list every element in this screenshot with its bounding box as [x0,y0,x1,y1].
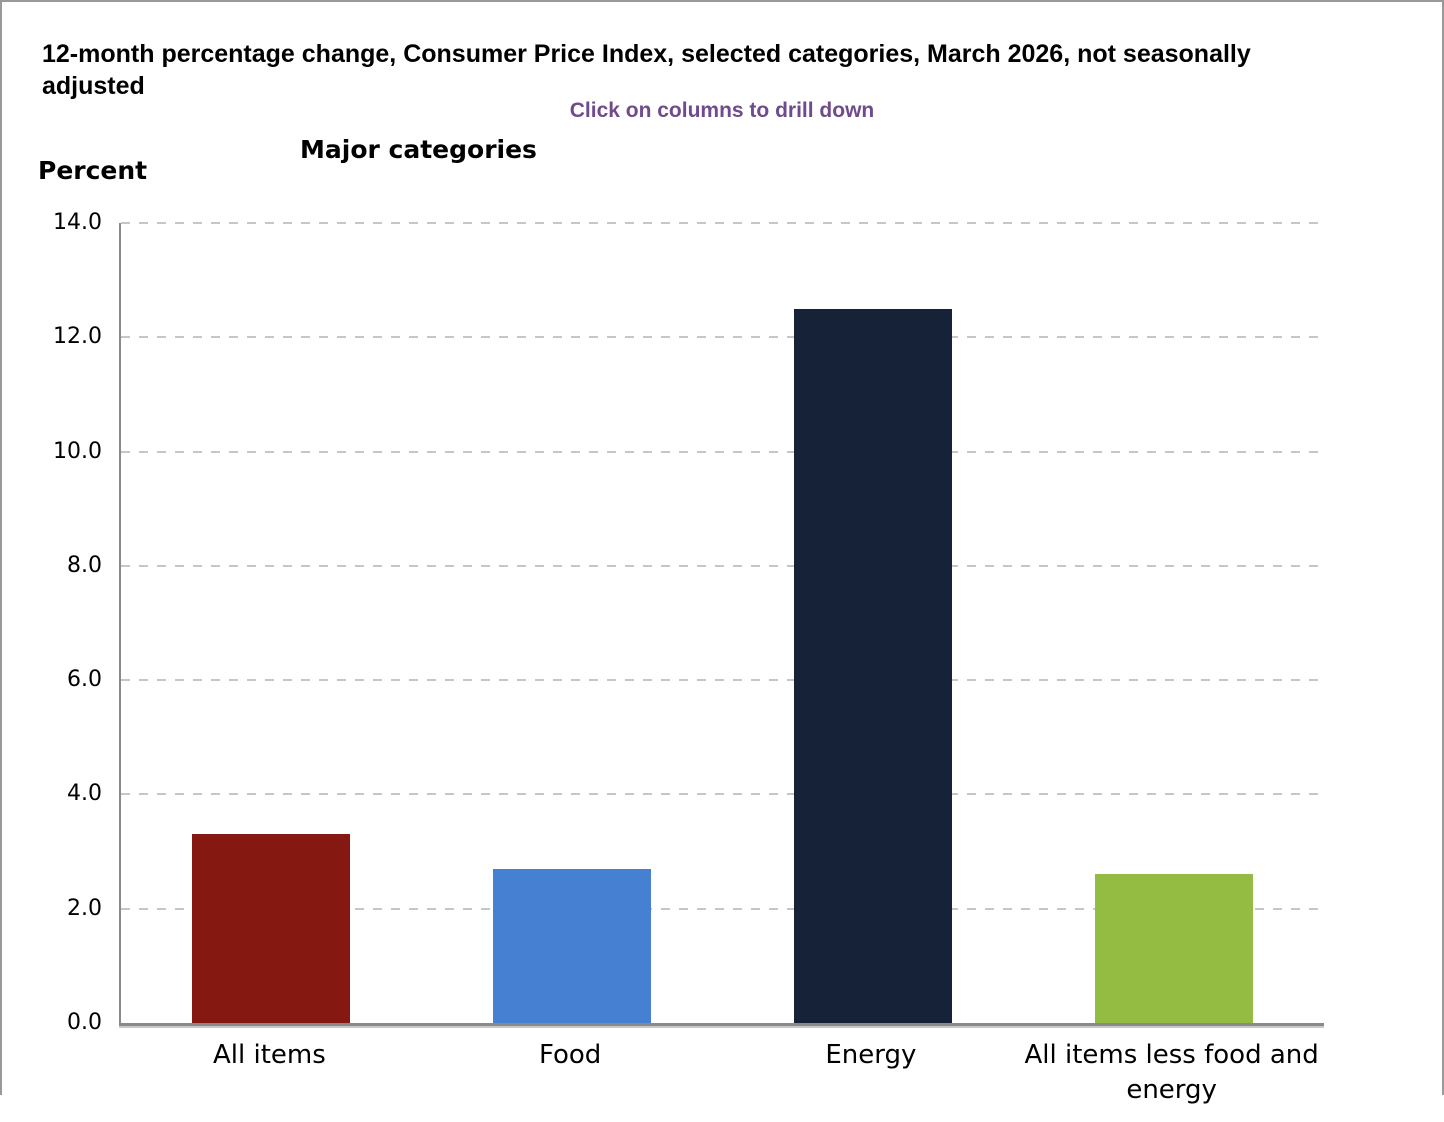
y-tick-label-10.0: 10.0 [53,438,102,464]
x-axis-baseline-shadow [119,1026,1324,1028]
y-tick-label-0.0: 0.0 [67,1010,102,1035]
y-axis-title: Percent [38,156,148,185]
gridline-12.0 [121,336,1324,339]
bar-all-items[interactable] [192,834,351,1023]
y-axis-tick-labels: 0.0 2.0 4.0 6.0 8.0 10.0 12.0 14.0 [0,0,102,1122]
gridline-8.0 [121,564,1324,567]
x-category-label-energy: Energy [825,1040,917,1070]
y-tick-label-8.0: 8.0 [67,552,102,578]
bar-energy[interactable] [793,308,952,1023]
y-tick-label-12.0: 12.0 [53,324,102,350]
gridline-14.0 [121,222,1324,224]
bar-all-items-less-food-and-energy[interactable] [1094,874,1253,1023]
x-category-label-all-items: All items [212,1040,326,1070]
gridline-4.0 [121,793,1324,796]
x-category-label-all-items-less-food-and-energy: All items less food and energy [1024,1040,1319,1105]
y-tick-label-14.0: 14.0 [53,210,102,235]
drilldown-note: Click on columns to drill down [569,99,875,122]
plot-area [119,222,1324,1028]
y-tick-label-6.0: 6.0 [67,667,102,693]
gridline-2.0 [121,907,1324,910]
x-category-label-food: Food [538,1040,602,1070]
y-tick-label-4.0: 4.0 [67,781,102,807]
chart-heading: 12-month percentage change, Consumer Pri… [42,40,1251,100]
gridline-10.0 [121,450,1324,453]
gridline-6.0 [121,679,1324,682]
bar-food[interactable] [493,868,652,1023]
y-tick-label-2.0: 2.0 [67,895,102,921]
chart-title: Major categories [300,135,537,164]
